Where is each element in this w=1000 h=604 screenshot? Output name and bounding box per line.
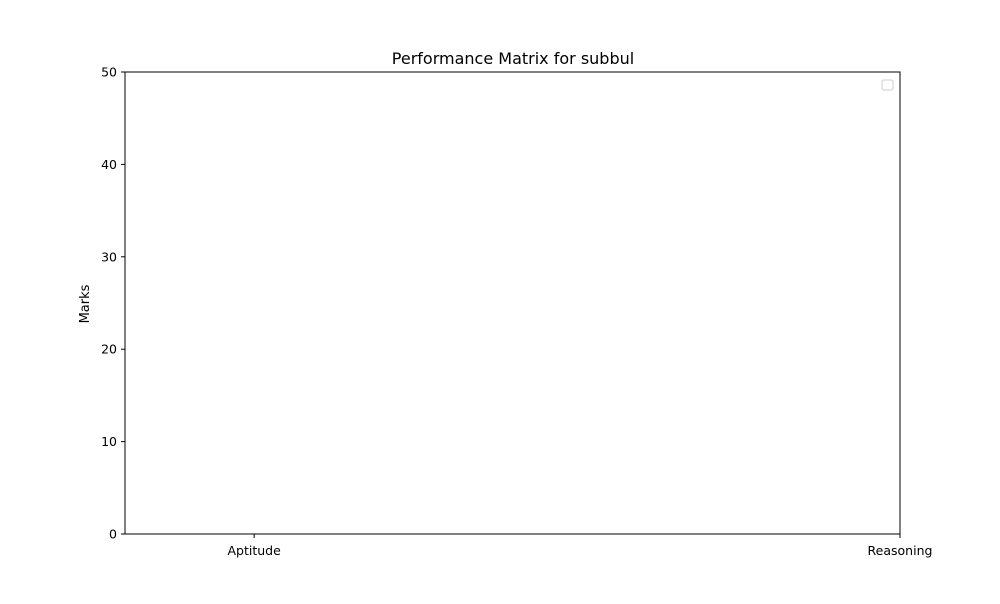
y-tick-label: 20 [101,342,117,357]
chart-title: Performance Matrix for subbul [392,49,634,68]
legend-box [881,79,894,91]
x-axis-ticks: Aptitude Reasoning [228,534,933,558]
y-tick-label: 30 [101,249,117,264]
y-axis-ticks: 0 10 20 30 40 50 [101,65,125,542]
y-tick-label: 40 [101,157,117,172]
x-tick-label: Reasoning [868,543,933,558]
plot-frame [124,71,901,535]
y-tick-label: 50 [101,65,117,80]
y-tick-label: 10 [101,434,117,449]
x-tick-label: Aptitude [228,543,282,558]
y-axis-label: Marks [78,284,93,323]
y-tick-label: 0 [109,527,117,542]
